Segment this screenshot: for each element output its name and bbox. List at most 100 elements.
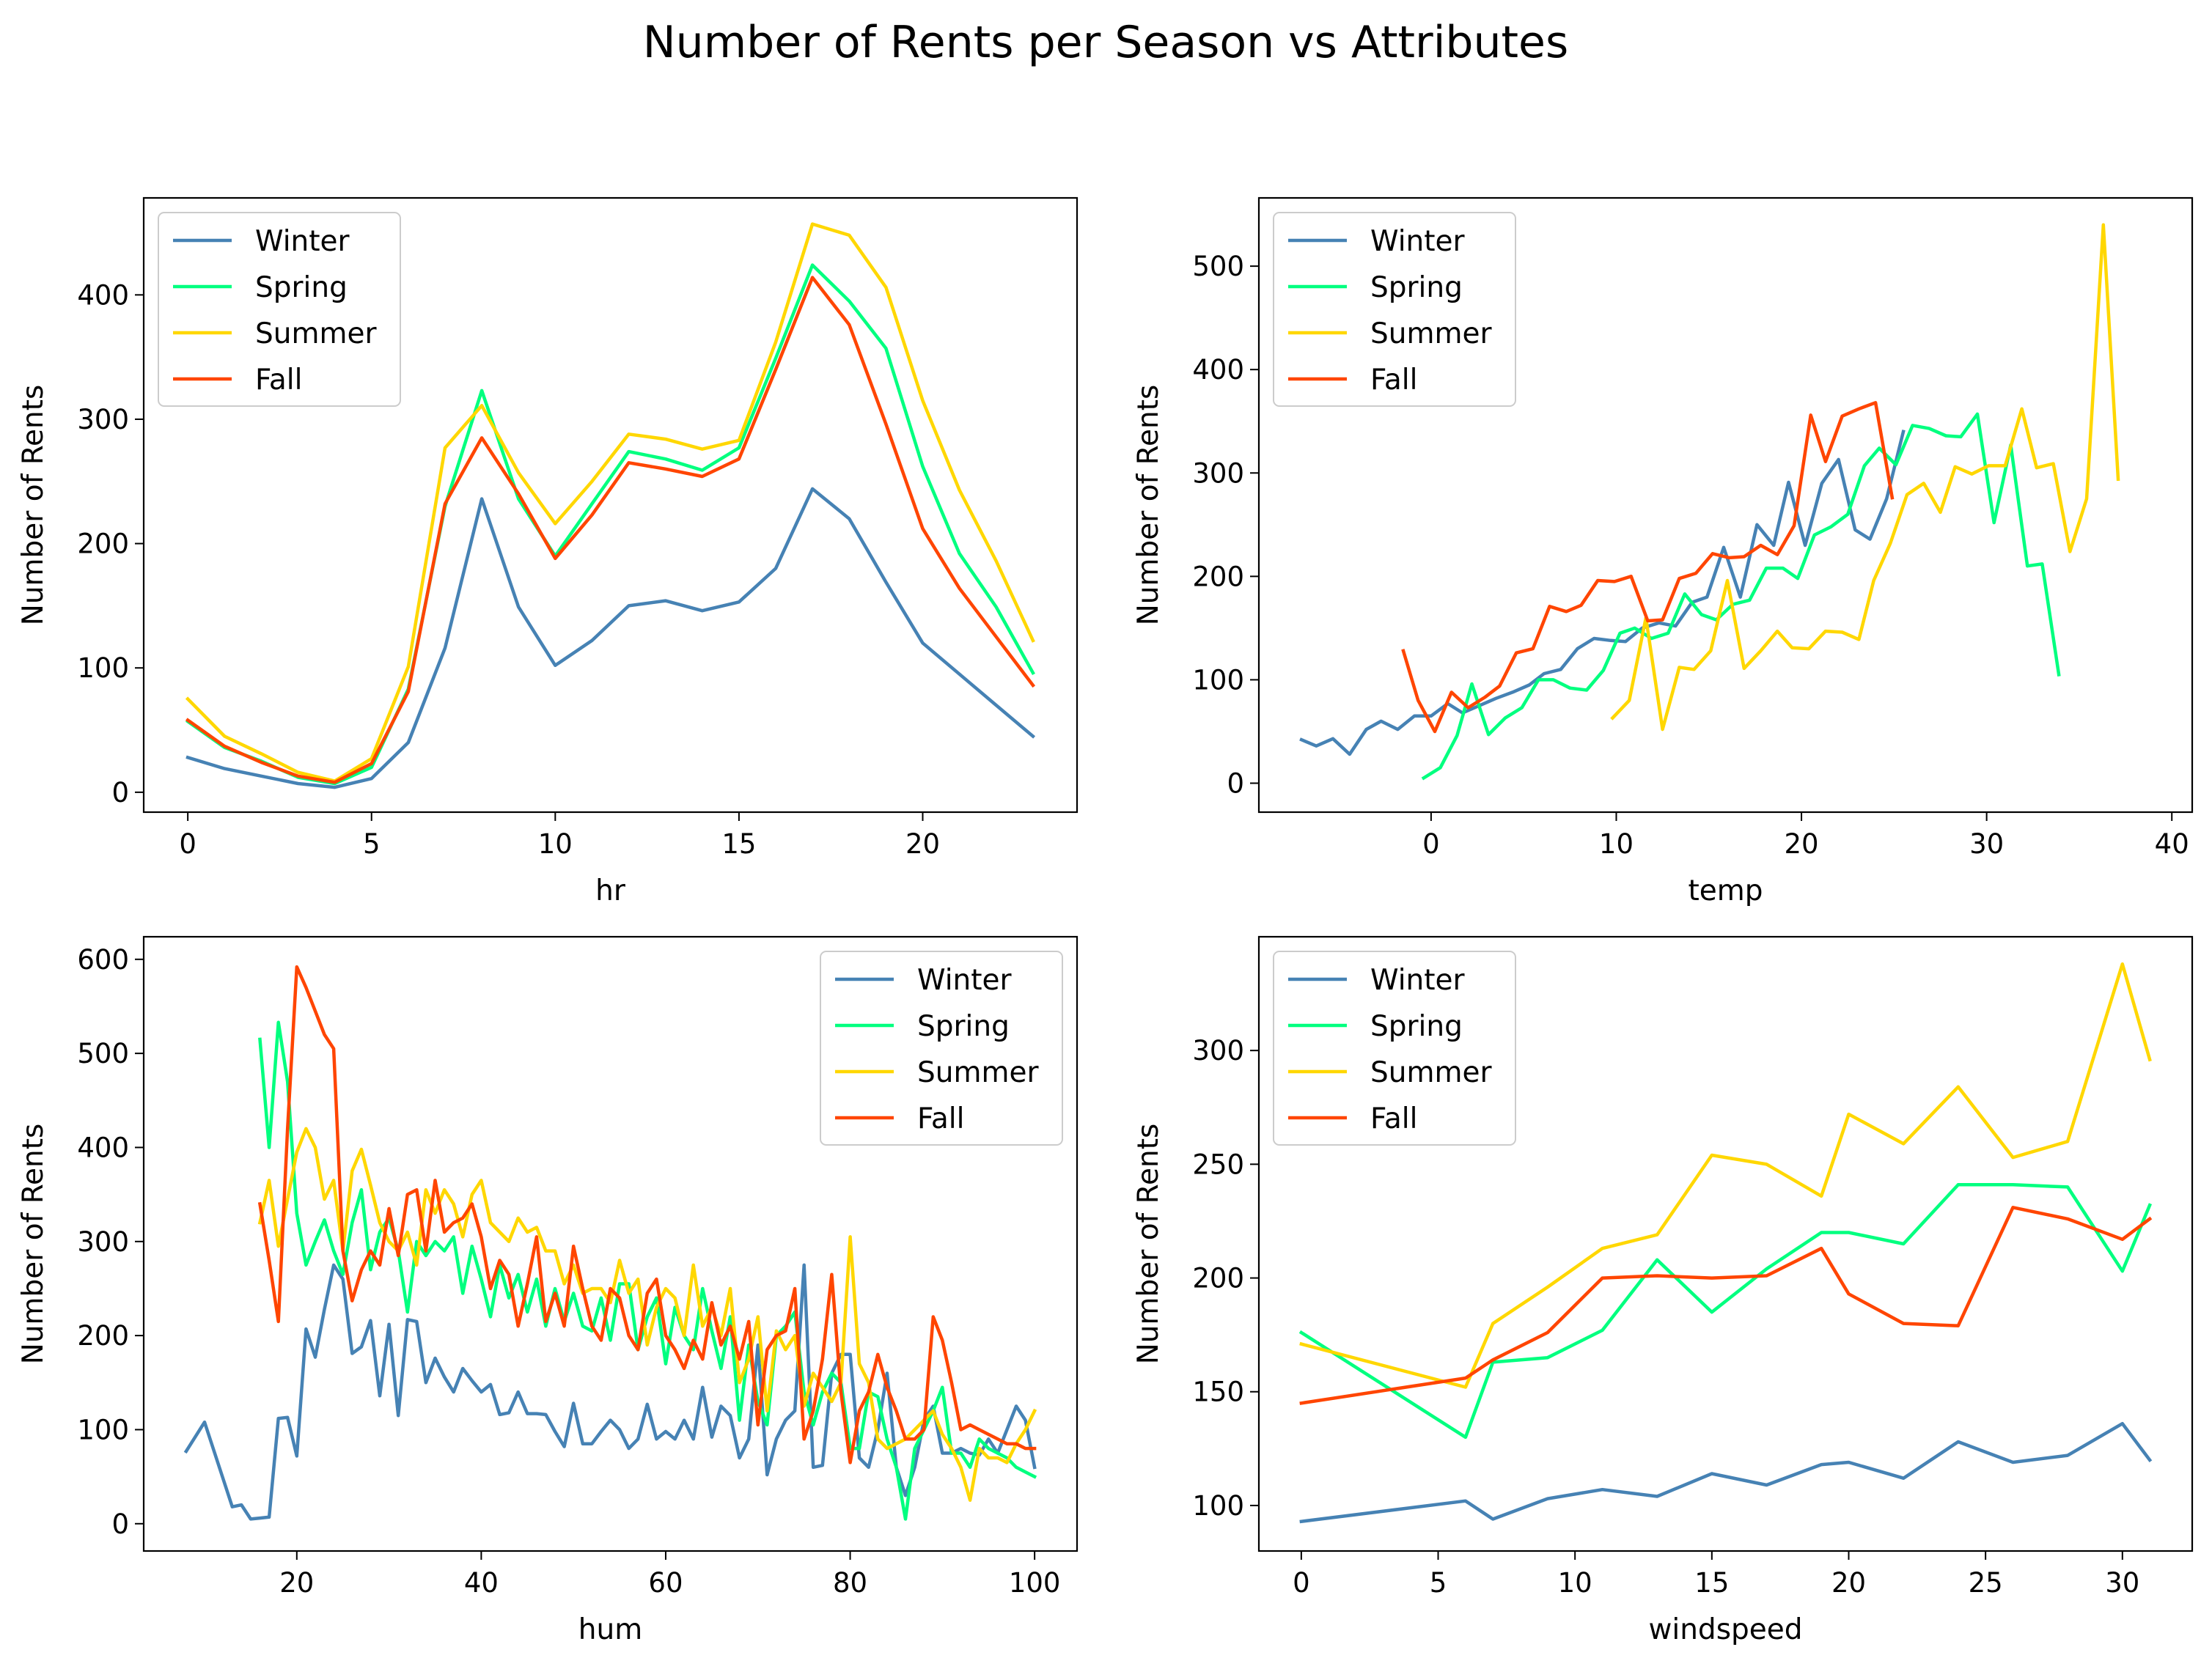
x-tick-label: 0 [179,828,196,860]
legend-label-spring: Spring [1370,1010,1463,1043]
y-tick-label: 100 [1192,664,1244,696]
y-tick-label: 600 [77,944,129,976]
series-group [185,222,1036,789]
x-axis-label: windspeed [1648,1613,1802,1646]
y-tick-label: 0 [111,1508,129,1540]
legend: Winter Spring Summer Fall [1273,212,1516,407]
x-tick-label: 0 [1293,1567,1310,1599]
series-group [1298,962,2153,1524]
x-tick-label: 100 [1009,1567,1061,1599]
y-axis-label: Number of Rents [17,1124,50,1365]
y-tick-label: 400 [77,279,129,311]
x-tick-label: 15 [721,828,756,860]
y-tick-label: 100 [77,1414,129,1445]
x-tick-label: 5 [363,828,381,860]
legend: Winter Spring Summer Fall [820,951,1063,1146]
y-axis-label: Number of Rents [1132,385,1165,626]
legend-label-winter: Winter [1370,225,1466,258]
legend-label-fall: Fall [917,1102,964,1135]
x-tick-label: 20 [279,1567,314,1599]
y-tick-label: 0 [1227,767,1244,799]
y-tick-label: 150 [1192,1377,1244,1408]
legend: Winter Spring Summer Fall [158,212,401,407]
legend-label-fall: Fall [1370,364,1417,397]
legend-label-summer: Summer [1370,1056,1492,1089]
x-tick-label: 10 [1558,1567,1592,1599]
x-tick-label: 15 [1694,1567,1729,1599]
legend-label-summer: Summer [255,317,377,350]
y-tick-label: 250 [1192,1149,1244,1180]
x-tick-label: 20 [905,828,940,860]
x-tick-label: 20 [1831,1567,1866,1599]
legend-label-fall: Fall [1370,1102,1417,1135]
series-line-spring [1298,1183,2153,1440]
series-line-spring [1421,412,2061,781]
x-tick-label: 30 [2105,1567,2139,1599]
legend: Winter Spring Summer Fall [1273,951,1516,1146]
y-tick-label: 200 [1192,1263,1244,1294]
y-tick-label: 200 [77,1320,129,1352]
y-axis-label: Number of Rents [1132,1124,1165,1365]
axes-frame [142,935,1079,1552]
legend-label-winter: Winter [1370,964,1466,997]
series-line-fall [1401,401,1895,734]
axes-frame [1257,935,2194,1552]
y-tick-label: 100 [77,652,129,684]
y-tick-label: 100 [1192,1490,1244,1522]
series-line-fall [1299,1206,2153,1405]
x-axis-label: hum [578,1613,642,1646]
y-tick-label: 200 [77,528,129,560]
y-tick-label: 300 [1192,457,1244,489]
legend-label-winter: Winter [917,964,1013,997]
x-tick-label: 5 [1430,1567,1447,1599]
series-line-fall [257,965,1037,1464]
legend-box [158,212,401,407]
subplot-4: 0 5 10 15 20 25 30 100 150 200 250 300 windspeed Numb… [1132,935,2194,1646]
y-tick-label: 300 [1192,1035,1244,1066]
x-axis-label: temp [1688,874,1763,907]
x-tick-label: 30 [1969,828,2004,860]
legend-label-summer: Summer [1370,317,1492,350]
series-group [183,965,1037,1521]
legend-label-spring: Spring [917,1010,1010,1043]
legend-box [1273,212,1516,407]
legend-label-spring: Spring [255,271,348,304]
subplot-3: 20 40 60 80 100 0 100 200 300 400 500 600 hum Number … [17,935,1079,1646]
x-tick-label: 20 [1785,828,1819,860]
x-tick-label: 10 [538,828,573,860]
axes-frame [1257,196,2194,814]
x-tick-label: 0 [1422,828,1440,860]
series-line-fall [185,276,1036,784]
axes-frame [142,196,1079,814]
series-line-winter [1299,1421,2153,1524]
y-tick-label: 400 [77,1132,129,1163]
x-tick-label: 60 [648,1567,683,1599]
series-line-summer [1299,962,2152,1389]
x-tick-label: 40 [2155,828,2189,860]
series-group [1299,223,2120,781]
series-line-winter [1299,430,1906,756]
y-tick-label: 0 [111,777,129,808]
y-axis-label: Number of Rents [17,385,50,626]
x-axis-label: hr [595,874,626,907]
legend-label-spring: Spring [1370,271,1463,304]
y-tick-label: 400 [1192,354,1244,386]
legend-label-fall: Fall [255,364,302,397]
series-line-summer [1610,223,2120,732]
x-tick-label: 25 [1969,1567,2003,1599]
x-tick-label: 40 [464,1567,499,1599]
figure-title: Number of Rents per Season vs Attributes [643,17,1568,68]
x-tick-label: 80 [833,1567,867,1599]
legend-box [820,951,1063,1146]
legend-label-winter: Winter [255,225,350,258]
y-tick-label: 300 [77,404,129,435]
y-tick-label: 500 [1192,251,1244,282]
legend-label-summer: Summer [917,1056,1039,1089]
legend-box [1273,951,1516,1146]
y-tick-label: 500 [77,1038,129,1069]
y-tick-label: 300 [77,1226,129,1258]
